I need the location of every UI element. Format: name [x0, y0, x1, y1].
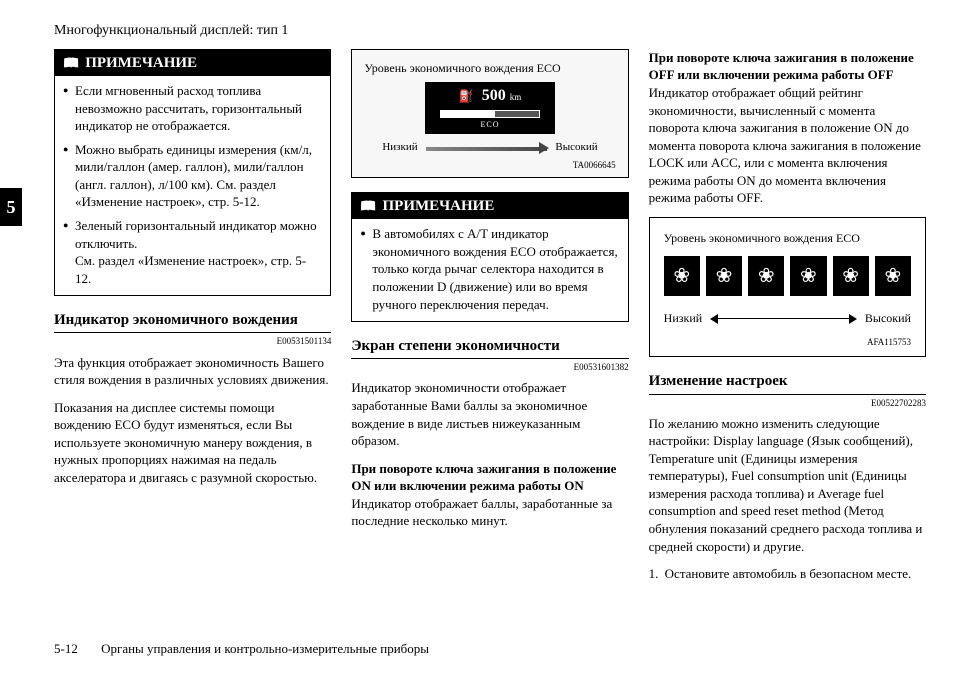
bold-heading: При повороте ключа зажигания в положение…	[649, 50, 914, 83]
bold-heading: При повороте ключа зажигания в положение…	[351, 461, 616, 494]
paragraph: Индикатор экономичности отображает зараб…	[351, 379, 628, 449]
leaf-icon: ❀	[748, 256, 784, 296]
note-item: Зеленый горизонтальный индикатор можно о…	[63, 217, 322, 287]
doc-id: E00522702283	[649, 397, 926, 409]
leaf-icon: ❀	[706, 256, 742, 296]
section-title: Изменение настроек	[649, 371, 926, 394]
scale-low: Низкий	[664, 310, 703, 326]
arrow-icon	[426, 143, 548, 153]
note-body: Если мгновенный расход топлива невозможн…	[55, 76, 330, 295]
figure-caption: Уровень экономичного вождения ECO	[664, 230, 911, 246]
note-item: Если мгновенный расход топлива невозможн…	[63, 82, 322, 135]
section-title: Индикатор экономичного вождения	[54, 310, 331, 333]
list-item: Остановите автомобиль в безопасном месте…	[649, 565, 926, 583]
paragraph-text: Индикатор отображает общий рейтинг эконо…	[649, 85, 921, 205]
note-box: ПРИМЕЧАНИЕ Если мгновенный расход топлив…	[54, 49, 331, 296]
leaf-icon: ❀	[875, 256, 911, 296]
book-icon	[63, 53, 79, 73]
leaf-figure: Уровень экономичного вождения ECO ❀ ❀ ❀ …	[649, 217, 926, 358]
footer-text: Органы управления и контрольно-измерител…	[101, 641, 429, 656]
leaf-scale: Низкий Высокий	[664, 310, 911, 326]
page-header: Многофункциональный дисплей: тип 1	[54, 22, 926, 41]
column-2: Уровень экономичного вождения ECO 500 km…	[351, 49, 628, 583]
eco-figure: Уровень экономичного вождения ECO 500 km…	[351, 49, 628, 178]
chapter-tab: 5	[0, 188, 22, 226]
content-columns: ПРИМЕЧАНИЕ Если мгновенный расход топлив…	[54, 49, 926, 583]
column-3: При повороте ключа зажигания в положение…	[649, 49, 926, 583]
section-title: Экран степени экономичности	[351, 336, 628, 359]
note-heading: ПРИМЕЧАНИЕ	[352, 193, 627, 219]
figure-id: TA0066645	[364, 159, 615, 171]
figure-id: AFA115753	[664, 336, 911, 348]
note-item: В автомобилях с A/T индикатор экономично…	[360, 225, 619, 313]
paragraph: Показания на дисплее системы помощи вожд…	[54, 399, 331, 487]
eco-display: 500 km ECO	[425, 82, 555, 134]
doc-id: E00531501134	[54, 335, 331, 347]
eco-unit: km	[510, 91, 522, 103]
fuel-icon	[459, 85, 478, 107]
paragraph: По желанию можно изменить следующие наст…	[649, 415, 926, 555]
paragraph: При повороте ключа зажигания в положение…	[649, 49, 926, 207]
doc-id: E00531601382	[351, 361, 628, 373]
scale-line	[712, 318, 855, 319]
leaf-row: ❀ ❀ ❀ ❀ ❀ ❀	[664, 256, 911, 296]
scale-high: Высокий	[555, 140, 597, 155]
numbered-list: Остановите автомобиль в безопасном месте…	[649, 565, 926, 583]
figure-caption: Уровень экономичного вождения ECO	[364, 60, 615, 76]
page-footer: 5-12 Органы управления и контрольно-изме…	[54, 640, 429, 658]
leaf-icon: ❀	[833, 256, 869, 296]
paragraph: Эта функция отображает экономичность Ваш…	[54, 354, 331, 389]
eco-label: ECO	[480, 120, 499, 131]
eco-value: 500	[482, 85, 506, 107]
note-title: ПРИМЕЧАНИЕ	[85, 53, 197, 73]
scale-high: Высокий	[865, 310, 911, 326]
note-item: Можно выбрать единицы измерения (км/л, м…	[63, 141, 322, 211]
note-body: В автомобилях с A/T индикатор экономично…	[352, 219, 627, 321]
note-title: ПРИМЕЧАНИЕ	[383, 196, 495, 216]
book-icon	[360, 196, 376, 216]
column-1: ПРИМЕЧАНИЕ Если мгновенный расход топлив…	[54, 49, 331, 583]
note-box: ПРИМЕЧАНИЕ В автомобилях с A/T индикатор…	[351, 192, 628, 322]
scale-row: Низкий Высокий	[364, 140, 615, 155]
page-number: 5-12	[54, 641, 78, 656]
scale-low: Низкий	[382, 140, 417, 155]
note-heading: ПРИМЕЧАНИЕ	[55, 50, 330, 76]
leaf-icon: ❀	[664, 256, 700, 296]
eco-bar	[440, 110, 540, 118]
paragraph: При повороте ключа зажигания в положение…	[351, 460, 628, 530]
leaf-icon: ❀	[790, 256, 826, 296]
paragraph-text: Индикатор отображает баллы, заработанные…	[351, 496, 612, 529]
